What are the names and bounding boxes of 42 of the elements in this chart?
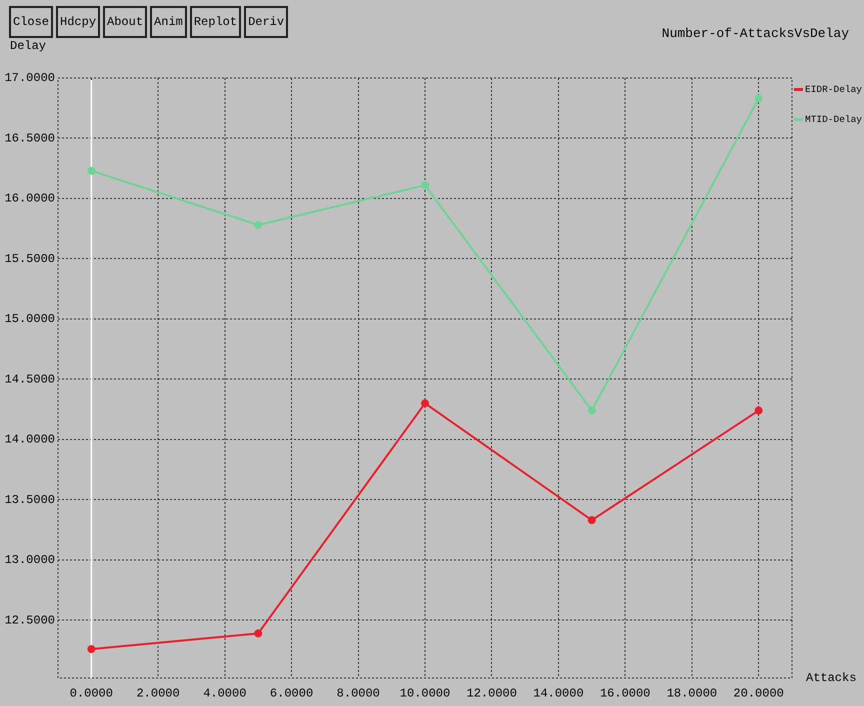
x-tick-label: 10.0000 xyxy=(400,686,450,700)
x-tick-label: 0.0000 xyxy=(70,686,113,700)
x-tick-label: 18.0000 xyxy=(666,686,718,700)
x-tick-label: 6.0000 xyxy=(270,686,314,700)
y-tick-label: 15.5000 xyxy=(4,252,55,266)
toolbar-button[interactable]: Close xyxy=(9,6,54,38)
x-tick-label: 14.0000 xyxy=(533,686,584,700)
point xyxy=(87,645,96,654)
legend-label: EIDR-Delay xyxy=(805,82,862,96)
point xyxy=(421,181,429,190)
toolbar-button[interactable]: About xyxy=(103,6,148,38)
x-tick-label: 20.0000 xyxy=(733,686,784,700)
point xyxy=(754,94,763,102)
toolbar-button[interactable]: Anim xyxy=(150,6,187,38)
point xyxy=(588,516,596,524)
y-tick-label: 14.5000 xyxy=(4,372,55,386)
x-tick-label: 12.0000 xyxy=(466,686,517,700)
x-tick-label: 4.0000 xyxy=(203,686,246,700)
legend-label: MTID-Delay xyxy=(805,112,862,126)
y-tick-label: 13.5000 xyxy=(4,492,55,507)
y-tick-label: 15.0000 xyxy=(4,312,55,326)
point xyxy=(588,406,596,415)
y-axis-title: Delay xyxy=(10,39,46,54)
point xyxy=(421,399,429,408)
chart-title: Number-of-AttacksVsDelay xyxy=(662,26,849,41)
x-tick-label: 16.0000 xyxy=(600,686,650,700)
toolbar-button[interactable]: Hdcpy xyxy=(56,6,100,38)
point xyxy=(254,220,262,229)
y-tick-label: 12.5000 xyxy=(4,613,55,628)
toolbar-button[interactable]: Replot xyxy=(190,6,242,38)
point xyxy=(254,629,262,638)
point xyxy=(754,406,763,415)
y-tick-label: 16.0000 xyxy=(4,192,55,206)
y-tick-label: 14.0000 xyxy=(4,432,55,447)
y-tick-label: 16.5000 xyxy=(4,131,55,146)
y-tick-label: 17.0000 xyxy=(4,71,55,86)
y-tick-label: 13.0000 xyxy=(4,553,55,568)
x-tick-label: 2.0000 xyxy=(136,686,180,700)
toolbar-button[interactable]: Deriv xyxy=(244,6,288,38)
point xyxy=(87,166,96,175)
x-tick-label: 8.0000 xyxy=(336,686,380,700)
x-axis-title: Attacks xyxy=(806,671,856,686)
